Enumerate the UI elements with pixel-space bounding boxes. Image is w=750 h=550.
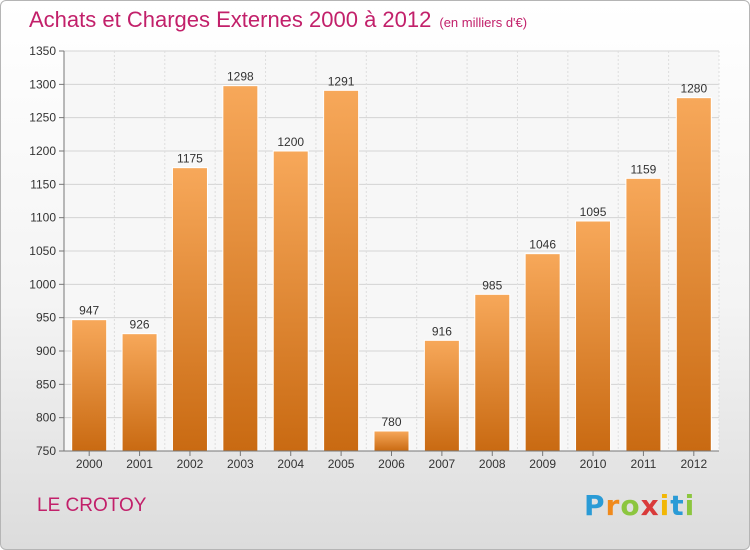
data-label-2003: 1298 [227,70,254,84]
bar-2002 [171,167,208,452]
logo-letter: x [640,489,660,522]
bar-2011 [625,177,662,452]
x-tick-label-2007: 2007 [429,457,456,471]
bar-2007 [423,339,460,452]
data-label-2006: 780 [381,415,401,429]
bar-2004 [272,150,309,452]
chart-title: Achats et Charges Externes 2000 à 2012 (e… [29,7,527,33]
data-label-2002: 1175 [177,152,203,166]
bar-2001 [121,333,158,452]
grid-lines [63,50,720,452]
y-tick-label: 1200 [29,144,56,158]
data-label-2009: 1046 [529,238,556,252]
data-label-2010: 1095 [580,205,607,219]
data-label-2004: 1200 [277,135,304,149]
data-label-2001: 926 [130,318,150,332]
bar-2008 [474,293,511,452]
y-tick-label: 1250 [29,111,56,125]
x-tick-label-2012: 2012 [680,457,707,471]
data-label-2011: 1159 [631,162,657,176]
y-tick-label: 900 [36,344,56,358]
y-tick-label: 950 [36,311,56,325]
logo-letter: i [659,489,671,522]
bar-2005 [323,89,360,452]
x-tick-label-2008: 2008 [479,457,506,471]
x-tick-label-2010: 2010 [580,457,607,471]
data-label-2007: 916 [432,324,452,338]
bar-2006 [373,430,410,452]
data-label-2012: 1280 [680,82,707,96]
logo-letter: i [684,489,696,522]
x-tick-label-2003: 2003 [227,457,254,471]
x-tick-label-2011: 2011 [631,457,657,471]
chart-title-text: Achats et Charges Externes 2000 à 2012 [29,7,432,32]
proxiti-logo: Proxiti [584,489,695,522]
axes: 750 800 850 900 950 1000 1050 1100 1150 1200 1250 1… [29,44,719,471]
data-label-2005: 1291 [328,74,355,88]
x-tick-label-2002: 2002 [177,457,204,471]
data-label-2008: 985 [482,278,502,292]
bar-2010 [575,220,612,452]
x-tick-label-2005: 2005 [328,457,355,471]
bar-2009 [524,253,561,452]
x-tick-label-2001: 2001 [126,457,153,471]
x-tick-label-2004: 2004 [277,457,304,471]
y-tick-label: 850 [36,377,56,391]
y-tick-label: 1350 [29,44,56,58]
data-label-2000: 947 [79,304,99,318]
logo-letter: P [584,489,606,522]
y-tick-label: 1150 [30,177,56,191]
x-tick-label-2000: 2000 [76,457,103,471]
x-tick-label-2006: 2006 [378,457,405,471]
x-tick-label-2009: 2009 [529,457,556,471]
bar-2000 [71,319,108,452]
y-tick-label: 800 [36,411,56,425]
chart-subtitle: (en milliers d'€) [439,15,528,30]
logo-letter: o [620,489,641,522]
logo-letter: t [670,489,685,522]
bar-2012 [675,97,712,452]
y-tick-label: 1000 [29,277,56,291]
bar-2003 [222,85,259,452]
y-tick-label: 1100 [30,211,56,225]
y-tick-label: 1050 [29,244,56,258]
y-tick-label: 1300 [29,77,56,91]
y-tick-label: 750 [36,444,56,458]
bars: 947 926 1175 1298 1200 1291 780 916 985 1046 1095 1… [71,70,712,452]
location-label: LE CROTOY [37,495,147,516]
logo-letter: r [605,489,621,522]
